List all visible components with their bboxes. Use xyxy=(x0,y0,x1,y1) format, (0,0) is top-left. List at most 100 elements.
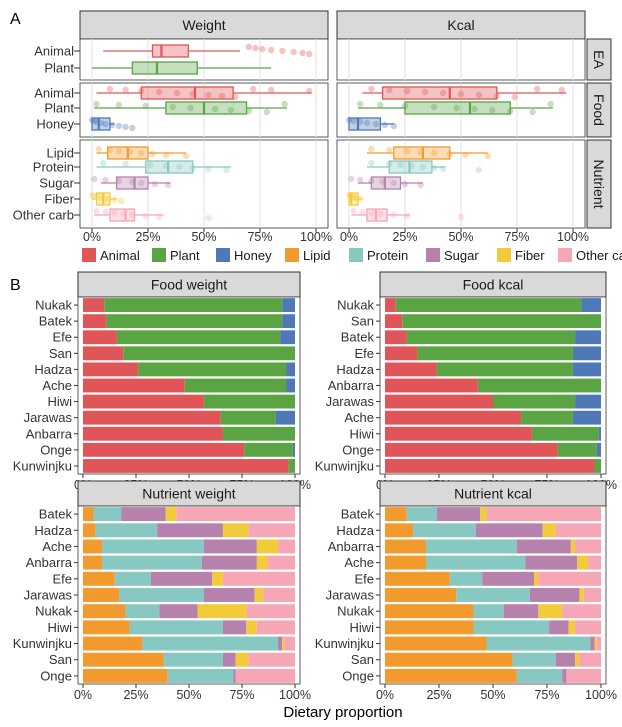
bar-segment-batek-other-carb xyxy=(486,507,601,522)
bar-segment-san-plant xyxy=(123,346,295,361)
bar-segment-hiwi-fiber xyxy=(568,620,576,635)
bar-segment-hadza-plant xyxy=(436,362,573,377)
bar-segment-anbarra-fiber xyxy=(256,555,268,570)
row-label-efe: Efe xyxy=(354,346,374,361)
data-point xyxy=(138,179,145,187)
data-point xyxy=(359,208,366,216)
row-label-nukak: Nukak xyxy=(35,298,72,313)
bar-segment-ache-lipid xyxy=(83,539,103,554)
bar-segment-onge-other-carb xyxy=(235,668,295,683)
legend-swatch-other-carb xyxy=(558,248,572,262)
box-protein xyxy=(388,160,433,174)
data-point xyxy=(122,160,129,168)
bar-segment-kunwinjku-plant xyxy=(288,459,295,473)
row-label-sugar: Sugar xyxy=(39,176,74,191)
data-point xyxy=(95,145,102,153)
bar-segment-hadza-animal xyxy=(83,362,139,377)
bar-segment-hadza-protein xyxy=(413,523,476,538)
bar-segment-hadza-plant xyxy=(138,362,287,377)
box-plant xyxy=(165,101,248,115)
data-point xyxy=(106,85,114,93)
legend-label-protein: Protein xyxy=(367,248,408,263)
data-point xyxy=(182,152,190,160)
legend-swatch-animal xyxy=(82,248,96,262)
bar-segment-jarawas-protein xyxy=(456,588,530,602)
data-point xyxy=(401,180,409,188)
data-point xyxy=(252,44,259,52)
bar-segment-hadza-other-carb xyxy=(248,523,295,538)
bar-segment-anbarra-animal xyxy=(385,378,478,393)
bar-segment-ache-sugar xyxy=(525,555,578,570)
bar-segment-anbarra-animal xyxy=(83,426,223,441)
bar-segment-hiwi-animal xyxy=(385,426,532,441)
row-label-hadza: Hadza xyxy=(34,362,72,377)
bar-segment-nukak-other-carb xyxy=(562,604,601,619)
bar-segment-anbarra-protein xyxy=(102,555,202,570)
data-point xyxy=(268,86,275,94)
bar-segment-batek-animal xyxy=(83,314,107,329)
bar-segment-anbarra-lipid xyxy=(385,539,427,554)
data-point xyxy=(386,146,393,154)
bar-segment-efe-protein xyxy=(449,571,483,586)
bar-segment-efe-sugar xyxy=(482,571,535,586)
bar-segment-onge-plant xyxy=(557,442,597,457)
row-label-hiwi: Hiwi xyxy=(349,620,374,635)
data-point xyxy=(475,166,483,174)
legend-label-other-carb: Other carb xyxy=(576,248,622,263)
bar-segment-kunwinjku-sugar xyxy=(590,636,595,651)
legend-label-fiber: Fiber xyxy=(515,248,545,263)
bar-segment-anbarra-sugar xyxy=(516,539,571,554)
bar-segment-ache-other-carb xyxy=(588,555,601,570)
data-point xyxy=(290,48,297,56)
panel-b: Food weightNukakBatekEfeSanHadzaAcheHiwi… xyxy=(13,271,617,702)
group-strip-label-ea: EA xyxy=(591,50,607,69)
bar-segment-anbarra-sugar xyxy=(201,555,257,570)
bar-segment-onge-lipid xyxy=(83,668,168,683)
bar-segment-nukak-lipid xyxy=(385,604,474,619)
bar-segment-nukak-protein xyxy=(125,604,160,619)
bar-segment-batek-fiber xyxy=(165,507,177,522)
data-point xyxy=(306,50,313,58)
bar-segment-ache-protein xyxy=(102,539,204,554)
data-point xyxy=(122,86,129,94)
bar-segment-hiwi-honey xyxy=(598,426,601,441)
data-point xyxy=(227,106,235,114)
row-label-protein: Protein xyxy=(33,160,74,175)
row-label-batek: Batek xyxy=(39,314,73,329)
legend-label-animal: Animal xyxy=(100,248,140,263)
facet-title-food-weight: Food weight xyxy=(151,277,227,293)
row-label-san: San xyxy=(351,314,374,329)
bar-segment-onge-sugar xyxy=(562,668,567,683)
row-label-anbarra: Anbarra xyxy=(26,426,73,441)
data-point xyxy=(430,103,438,111)
bar-segment-hiwi-plant xyxy=(531,426,599,441)
data-point xyxy=(404,212,411,220)
bar-segment-nukak-lipid xyxy=(83,604,126,619)
x-tick-label: 50% xyxy=(176,688,201,702)
bar-segment-san-protein xyxy=(512,652,556,667)
data-point xyxy=(115,101,123,109)
bar-segment-san-other-carb xyxy=(579,652,601,667)
data-point xyxy=(377,210,384,218)
data-point xyxy=(102,208,109,216)
facet-header-nutrient-weight xyxy=(77,480,301,507)
data-point xyxy=(368,159,375,167)
box-other-carb xyxy=(366,208,388,222)
bar-segment-nukak-sugar xyxy=(503,604,539,619)
row-label-hadza: Hadza xyxy=(336,362,374,377)
data-point xyxy=(111,196,118,204)
facet-header-label-kcal: Kcal xyxy=(447,17,474,33)
data-point xyxy=(368,145,375,153)
data-point xyxy=(368,85,375,93)
data-point xyxy=(368,209,375,217)
row-label-kunwinjku: Kunwinjku xyxy=(315,636,374,651)
box-other-carb xyxy=(109,208,136,222)
data-point xyxy=(363,119,371,127)
bar-segment-ache-protein xyxy=(426,555,526,570)
row-label-ache: Ache xyxy=(42,378,72,393)
facet-header-food-weight xyxy=(77,271,301,298)
bar-segment-san-protein xyxy=(163,652,223,667)
bar-segment-jarawas-lipid xyxy=(385,588,457,602)
facet-title-nutrient-kcal: Nutrient kcal xyxy=(454,486,532,502)
